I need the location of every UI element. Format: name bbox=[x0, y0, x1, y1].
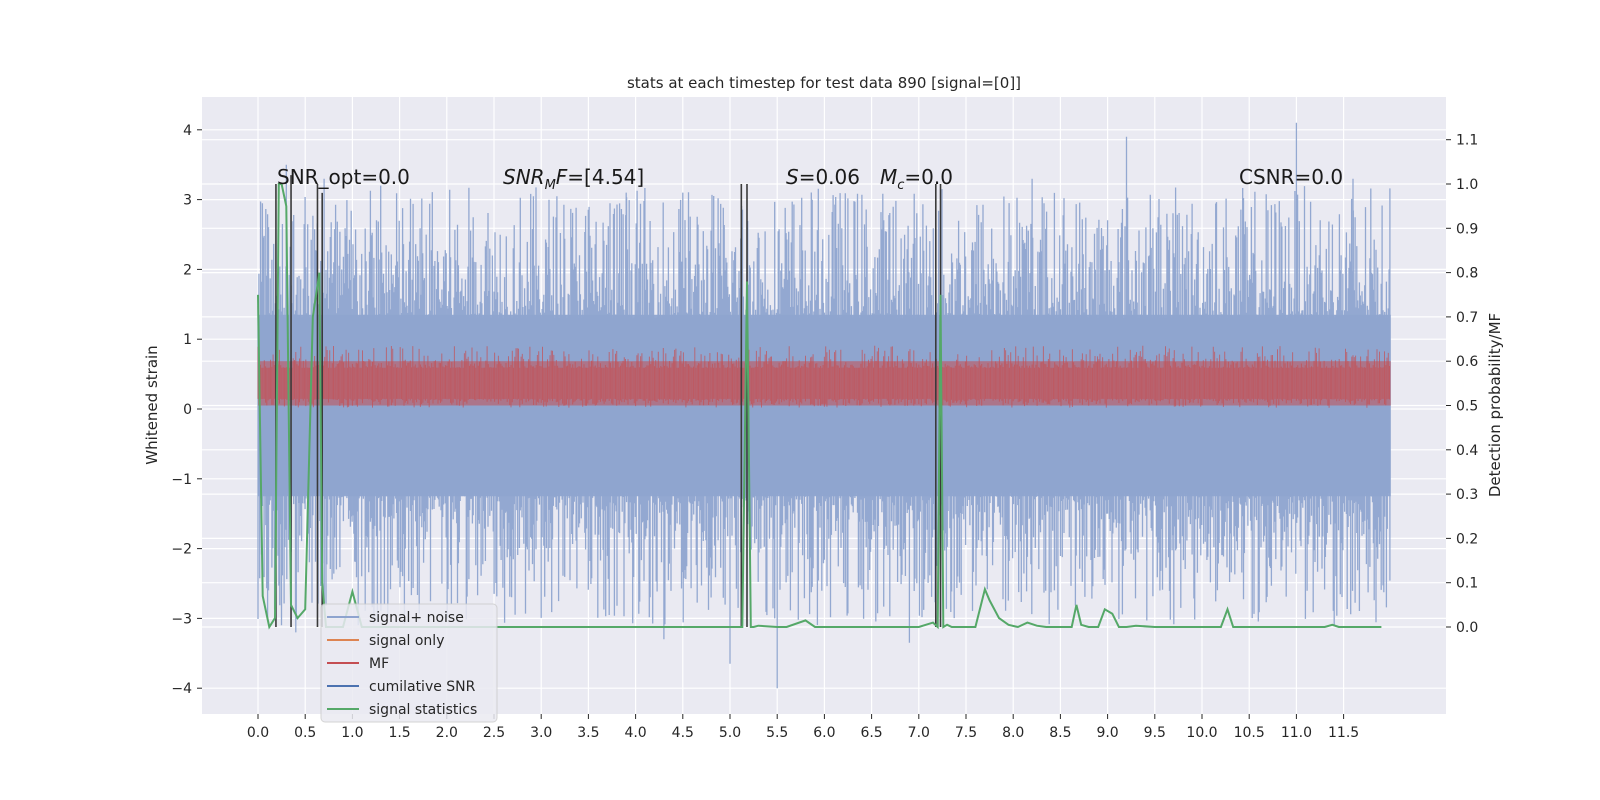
y-tick-label: −3 bbox=[171, 611, 192, 627]
annotation: CSNR=0.0 bbox=[1239, 165, 1343, 189]
x-tick-label: 7.5 bbox=[955, 725, 977, 741]
x-tick-label: 6.0 bbox=[813, 725, 835, 741]
annotation: SNRMF=[4.54] bbox=[503, 165, 644, 193]
x-tick-label: 5.5 bbox=[766, 725, 788, 741]
x-tick-label: 7.0 bbox=[908, 725, 930, 741]
y-tick-label: 3 bbox=[183, 193, 192, 209]
y-axis-left: 4 3 2 1 0 −1 −2 −3 −4 bbox=[171, 123, 202, 697]
y-tick-label: 1 bbox=[183, 332, 192, 348]
y2-tick-label: 0.4 bbox=[1456, 443, 1478, 459]
y-tick-label: −4 bbox=[171, 681, 192, 697]
y-tick-label: −2 bbox=[171, 542, 192, 558]
y-axis-right: 1.1 1.0 0.9 0.8 0.7 0.6 0.5 0.4 0.3 0.2 0.1 0.0 bbox=[1446, 133, 1478, 636]
y-tick-label: 4 bbox=[183, 123, 192, 139]
x-tick-label: 6.5 bbox=[860, 725, 882, 741]
y-tick-label: 0 bbox=[183, 402, 192, 418]
x-tick-label: 5.0 bbox=[719, 725, 741, 741]
x-tick-label: 9.0 bbox=[1096, 725, 1118, 741]
x-tick-label: 10.5 bbox=[1234, 725, 1265, 741]
x-tick-label: 11.0 bbox=[1281, 725, 1312, 741]
mf-spikes bbox=[257, 345, 1390, 408]
legend-label: cumilative SNR bbox=[369, 679, 476, 695]
chart-title: stats at each timestep for test data 890… bbox=[627, 74, 1021, 92]
legend-box bbox=[320, 603, 498, 723]
y2-axis-title: Detection probability/MF bbox=[1486, 313, 1504, 497]
mf-series bbox=[257, 345, 1391, 408]
x-tick-label: 1.5 bbox=[388, 725, 410, 741]
legend: signal+ noise signal only MF cumilative SNR… bbox=[320, 603, 498, 723]
y2-tick-label: 0.1 bbox=[1456, 576, 1478, 592]
x-tick-label: 10.0 bbox=[1186, 725, 1217, 741]
y2-tick-label: 0.5 bbox=[1456, 399, 1478, 415]
y2-tick-label: 0.0 bbox=[1456, 620, 1478, 636]
annotation: S=0.06 bbox=[786, 165, 860, 189]
annotations: SNR_opt=0.0 SNRMF=[4.54] S=0.06 Mc=0.0 CSNR=… bbox=[277, 165, 1343, 193]
x-tick-label: 3.0 bbox=[530, 725, 552, 741]
y-tick-label: −1 bbox=[171, 472, 192, 488]
x-tick-label: 1.0 bbox=[341, 725, 363, 741]
y2-tick-label: 0.2 bbox=[1456, 531, 1478, 547]
x-tick-label: 8.0 bbox=[1002, 725, 1024, 741]
legend-label: signal+ noise bbox=[369, 610, 464, 626]
annotation: SNR_opt=0.0 bbox=[277, 165, 410, 189]
x-tick-label: 0.0 bbox=[247, 725, 269, 741]
legend-label: signal statistics bbox=[369, 702, 477, 718]
y2-tick-label: 0.7 bbox=[1456, 310, 1478, 326]
x-tick-label: 2.0 bbox=[436, 725, 458, 741]
x-tick-label: 11.5 bbox=[1328, 725, 1359, 741]
y2-tick-label: 1.1 bbox=[1456, 133, 1478, 149]
x-tick-label: 8.5 bbox=[1049, 725, 1071, 741]
x-tick-label: 9.5 bbox=[1144, 725, 1166, 741]
x-tick-label: 4.0 bbox=[624, 725, 646, 741]
legend-label: MF bbox=[369, 656, 389, 672]
y2-tick-label: 0.9 bbox=[1456, 221, 1478, 237]
y-tick-label: 2 bbox=[183, 262, 192, 278]
x-tick-label: 2.5 bbox=[483, 725, 505, 741]
y-axis-title: Whitened strain bbox=[143, 345, 161, 464]
legend-label: signal only bbox=[369, 633, 444, 649]
x-tick-label: 4.5 bbox=[672, 725, 694, 741]
y2-tick-label: 0.8 bbox=[1456, 266, 1478, 282]
y2-tick-label: 0.3 bbox=[1456, 487, 1478, 503]
x-tick-label: 0.5 bbox=[294, 725, 316, 741]
x-axis: 0.0 0.5 1.0 1.5 2.0 2.5 3.0 3.5 4.0 4.5 5.0 5.5 6.0 6… bbox=[247, 714, 1359, 741]
x-tick-label: 3.5 bbox=[577, 725, 599, 741]
annotation: Mc=0.0 bbox=[880, 165, 953, 193]
y2-tick-label: 1.0 bbox=[1456, 177, 1478, 193]
y2-tick-label: 0.6 bbox=[1456, 354, 1478, 370]
